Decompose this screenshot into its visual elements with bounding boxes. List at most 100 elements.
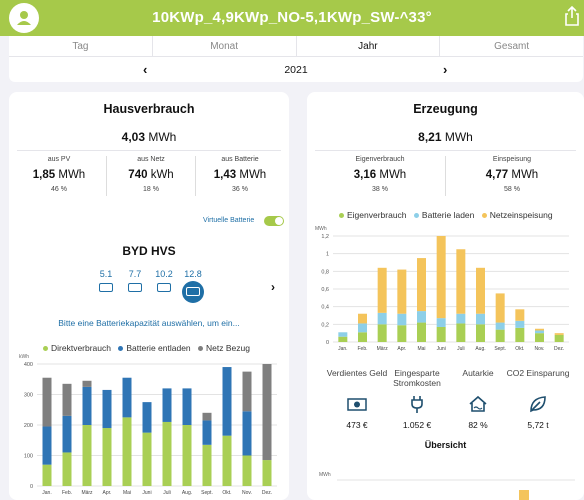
top-bar: 10KWp_4,9KWp_NO-5,1KWp_SW-^33° [0, 0, 584, 36]
tab-monat[interactable]: Monat [153, 36, 297, 56]
bar-segment [535, 328, 544, 331]
bar-segment [456, 323, 466, 342]
y-tick-label: 0,2 [321, 322, 329, 328]
y-tick-label: 0 [326, 340, 329, 346]
legend-dot [481, 212, 487, 218]
battery-option-label: 5.1 [99, 269, 113, 279]
chevron-right-icon[interactable]: › [271, 280, 275, 294]
y-tick-label: 0,8 [321, 269, 329, 275]
bar-segment [162, 388, 172, 422]
hausverbrauch-total: 4,03 MWh [121, 130, 177, 144]
bar-segment [358, 332, 367, 342]
bar-segment [202, 412, 212, 421]
hausverbrauch-chart: kWh 0 100 200 300 400 Jan. Feb. März Apr. Mai Juni J… [19, 354, 277, 496]
x-tick-label: Mai [123, 490, 131, 496]
battery-option-10-2[interactable]: 10.2 [152, 269, 176, 292]
x-tick-label: Apr. [397, 346, 406, 352]
kpi-label: Verdientes Geld [326, 368, 388, 378]
divider [17, 150, 281, 151]
kpi-label: Eingesparte Stromkosten [393, 368, 441, 388]
bar-segment [554, 334, 564, 342]
overview-title: Übersicht [424, 440, 467, 450]
y-tick-label: 1,2 [321, 234, 329, 240]
year-label: 2021 [284, 64, 308, 76]
leaf-icon [530, 396, 546, 413]
tab-tag[interactable]: Tag [9, 36, 153, 56]
divider [195, 156, 196, 196]
legend-dot [198, 345, 204, 351]
battery-option-label: 10.2 [155, 269, 173, 279]
x-tick-label: März [377, 346, 389, 352]
period-selector: Tag Monat Jahr Gesamt ‹ 2021 › [9, 36, 583, 82]
bar-segment [535, 330, 544, 334]
erzeugung-legend: Eigenverbrauch Batterie laden Netzeinspe… [339, 210, 558, 220]
x-tick-label: Okt. [515, 346, 524, 352]
legend-dot [118, 345, 124, 351]
bar-segment [182, 388, 192, 425]
bar-segment [515, 320, 525, 328]
virtual-battery-label: Virtuelle Batterie [203, 217, 255, 224]
battery-option-12-8[interactable]: 12.8 [181, 269, 205, 303]
y-tick-label: 300 [24, 393, 33, 399]
y-axis-unit: kWh [19, 354, 29, 360]
x-tick-label: Aug. [182, 490, 192, 496]
x-tick-label: Nov. [535, 346, 545, 352]
bar-segment [397, 269, 407, 314]
bar-segment [142, 402, 152, 433]
stat-einspeisung: Einspeisung 4,77 MWh 58 % [485, 156, 539, 193]
x-tick-label: Sept. [494, 346, 506, 352]
x-tick-label: Jan. [338, 346, 347, 352]
y-tick-label: 200 [24, 423, 33, 429]
x-tick-label: Aug. [475, 346, 485, 352]
share-icon[interactable] [564, 5, 580, 27]
bar-segment [82, 386, 92, 425]
x-tick-label: Dez. [262, 490, 272, 496]
bar-segment [377, 312, 387, 325]
hausverbrauch-legend: Direktverbrauch Batterie entladen Netz B… [43, 343, 255, 353]
battery-icon [157, 283, 171, 292]
plug-icon [411, 396, 423, 413]
battery-option-label: 7.7 [128, 269, 142, 279]
y-tick-label: 0 [30, 484, 33, 490]
house-icon [469, 395, 487, 412]
x-tick-label: Okt. [222, 490, 231, 496]
battery-icon [99, 283, 113, 292]
tab-jahr[interactable]: Jahr [297, 36, 441, 56]
overview-bar [519, 490, 529, 500]
bar-segment [417, 311, 426, 323]
stat-eigenverbrauch: Eigenverbrauch 3,16 MWh 38 % [353, 156, 407, 193]
bar-segment [62, 383, 72, 416]
bar-segment [222, 367, 232, 436]
virtual-battery-toggle[interactable] [264, 216, 284, 226]
profile-button[interactable] [9, 3, 39, 33]
x-tick-label: Feb. [62, 490, 72, 496]
battery-option-5-1[interactable]: 5.1 [94, 269, 118, 292]
bar-segment [182, 425, 192, 486]
battery-icon [186, 287, 200, 296]
bar-segment [42, 426, 52, 465]
year-row: ‹ 2021 › [9, 58, 583, 82]
bar-segment [495, 329, 505, 342]
bar-segment [242, 455, 252, 486]
bar-segment [377, 267, 387, 313]
chevron-left-icon[interactable]: ‹ [143, 62, 148, 77]
erzeugung-title: Erzeugung [413, 102, 478, 116]
x-tick-label: Jan. [42, 490, 51, 496]
period-tabs: Tag Monat Jahr Gesamt [9, 36, 583, 57]
stat-aus-netz: aus Netz 740 kWh 18 % [128, 156, 174, 193]
bar-segment [142, 432, 152, 486]
bar-segment [338, 336, 348, 342]
x-tick-label: Dez. [554, 346, 564, 352]
x-tick-label: Feb. [357, 346, 367, 352]
legend-dot [339, 212, 344, 218]
bar-segment [358, 323, 367, 333]
battery-option-7-7[interactable]: 7.7 [123, 269, 147, 292]
divider [445, 156, 446, 196]
bar-segment [515, 309, 525, 321]
bar-segment [417, 258, 426, 312]
bar-segment [554, 333, 564, 335]
battery-capacity-link[interactable]: Bitte eine Batteriekapazität auswählen, … [58, 318, 240, 328]
erzeugung-card: Erzeugung 8,21 MWh Eigenverbrauch 3,16 M… [307, 92, 584, 500]
tab-gesamt[interactable]: Gesamt [494, 41, 530, 52]
chevron-right-icon[interactable]: › [443, 62, 448, 77]
